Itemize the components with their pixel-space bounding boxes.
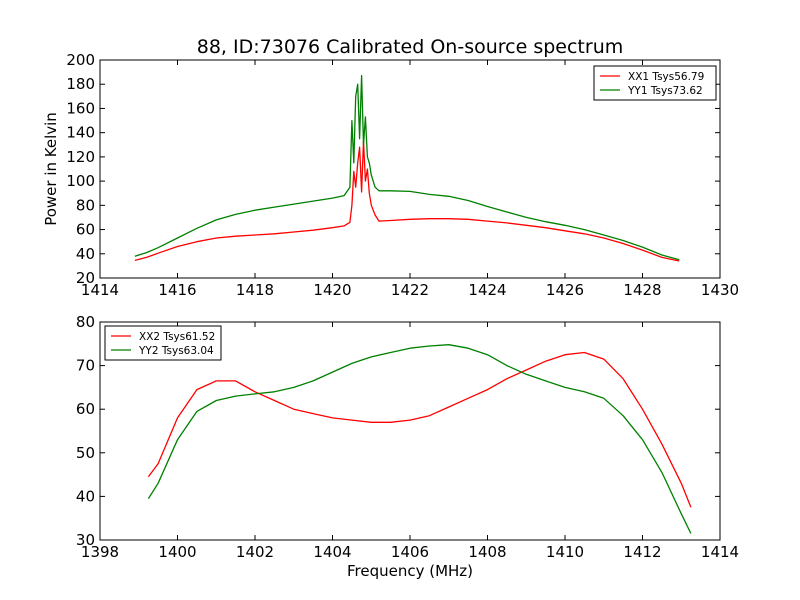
top-legend-label-2: YY1 Tsys73.62 [627,85,703,97]
bottom-x-tick-label: 1410 [546,543,584,561]
top-series-2-line [134,75,680,261]
bottom-y-tick-label: 40 [76,487,95,505]
bottom-panel: 1398 1400 1402 1404 1406 1408 1410 1412 1414 30 40… [76,313,739,561]
top-y-tick-label: 100 [66,172,95,190]
top-y-axis-label: Power in Kelvin [42,112,60,226]
bottom-y-tick-label: 60 [76,400,95,418]
top-y-tick-label: 140 [66,124,95,142]
top-y-tick-label: 120 [66,148,95,166]
top-x-tick-label: 1414 [81,281,119,299]
top-series-1-line [134,140,680,262]
top-y-tick-label: 160 [66,99,95,117]
top-y-tick-label: 200 [66,51,95,69]
top-x-tick-label: 1422 [391,281,429,299]
bottom-legend-label-2: YY2 Tsys63.04 [138,345,214,357]
top-y-tick-label: 80 [76,196,95,214]
top-legend: XX1 Tsys56.79 YY1 Tsys73.62 [593,65,717,101]
chart-title: 88, ID:73076 Calibrated On-source spectr… [197,36,624,58]
bottom-y-tick-label: 50 [76,444,95,462]
top-x-tick-label: 1428 [623,281,661,299]
bottom-x-tick-label: 1400 [158,543,196,561]
bottom-x-tick-label: 1412 [623,543,661,561]
bottom-legend-box [104,325,222,361]
bottom-x-tick-label: 1408 [468,543,506,561]
bottom-legend: XX2 Tsys61.52 YY2 Tsys63.04 [104,325,222,361]
bottom-x-tick-label: 1404 [313,543,351,561]
bottom-x-tick-label: 1414 [701,543,739,561]
top-y-tick-label: 180 [66,75,95,93]
top-y-tick-label: 40 [76,245,95,263]
bottom-x-tick-label: 1402 [236,543,274,561]
top-x-tick-label: 1426 [546,281,584,299]
bottom-y-tick-label: 80 [76,313,95,331]
top-x-tick-label: 1424 [468,281,506,299]
top-y-tick-label: 60 [76,221,95,239]
bottom-legend-label-1: XX2 Tsys61.52 [139,331,215,343]
bottom-series-2-line [147,344,692,534]
bottom-x-tick-label: 1398 [81,543,119,561]
bottom-y-tick-label: 30 [76,531,95,549]
bottom-series-1-line [147,351,692,508]
top-legend-label-1: XX1 Tsys56.79 [628,71,704,83]
top-legend-box [593,65,717,101]
top-y-tick-label: 20 [76,269,95,287]
bottom-x-tick-label: 1406 [391,543,429,561]
top-x-tick-label: 1418 [236,281,274,299]
top-panel: 1414 1416 1418 1420 1422 1424 1426 1428 1430 20 40… [66,51,739,299]
top-x-tick-label: 1430 [701,281,739,299]
bottom-x-axis-label: Frequency (MHz) [347,562,473,580]
bottom-y-tick-label: 70 [76,357,95,375]
top-x-tick-label: 1416 [158,281,196,299]
top-x-tick-label: 1420 [313,281,351,299]
